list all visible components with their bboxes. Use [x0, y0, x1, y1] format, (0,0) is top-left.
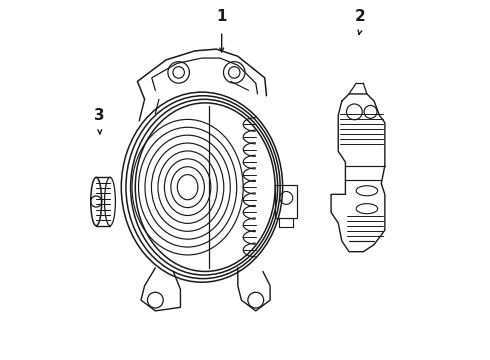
Bar: [275, 185, 297, 218]
Text: 1: 1: [217, 9, 227, 24]
Text: 3: 3: [95, 108, 105, 123]
Text: 2: 2: [354, 9, 365, 24]
